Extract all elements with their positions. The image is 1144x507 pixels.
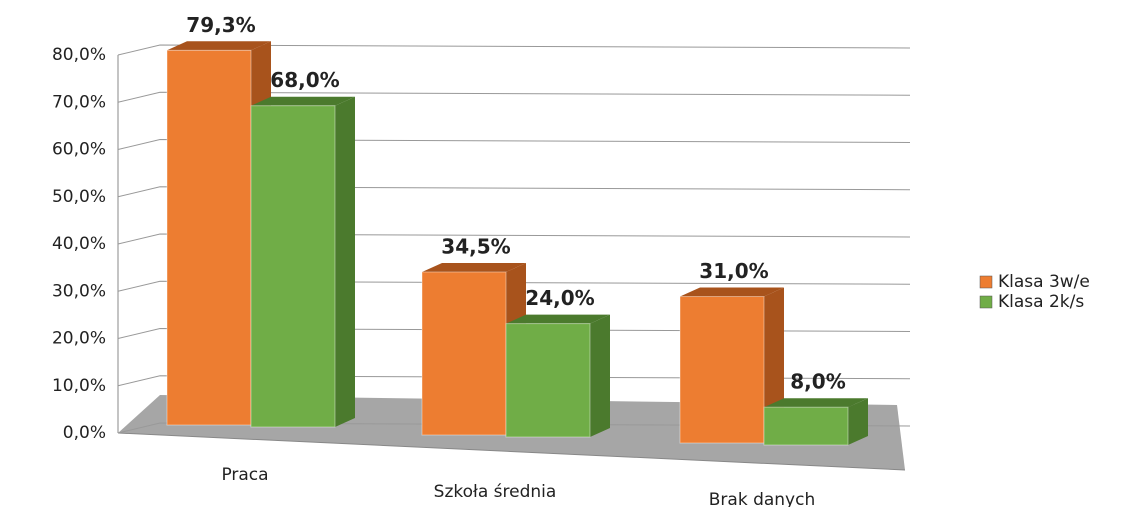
x-tick-label: Brak danych: [709, 490, 815, 507]
value-label: 24,0%: [525, 286, 594, 310]
bar: [250, 105, 336, 428]
legend-swatch: [979, 295, 993, 309]
y-tick-label: 30,0%: [52, 281, 106, 301]
grid-line: [117, 422, 911, 434]
grid-line: [117, 327, 911, 339]
legend-label: Klasa 3w/e: [998, 272, 1090, 292]
y-tick-label: 50,0%: [52, 187, 106, 207]
grid-line: [117, 138, 911, 150]
y-tick-label: 0,0%: [63, 423, 106, 443]
value-label: 8,0%: [790, 370, 845, 394]
bar-top: [167, 41, 271, 51]
bar-top: [680, 287, 784, 297]
value-label: 31,0%: [699, 259, 768, 283]
legend-label: Klasa 2k/s: [998, 292, 1084, 312]
y-tick-label: 20,0%: [52, 329, 106, 349]
y-tick-label: 80,0%: [52, 45, 106, 65]
bar: [505, 323, 591, 438]
grid-line: [117, 233, 911, 245]
y-tick-label: 40,0%: [52, 234, 106, 254]
y-tick-label: 60,0%: [52, 140, 106, 160]
bar: [679, 296, 765, 444]
value-label: 68,0%: [270, 68, 339, 92]
x-tick-label: Praca: [221, 465, 268, 485]
bar-top: [764, 398, 868, 408]
grid-line: [117, 91, 911, 103]
value-label: 34,5%: [441, 234, 510, 258]
bar-side: [335, 96, 355, 427]
bar-top: [251, 96, 355, 106]
bar: [421, 271, 507, 436]
grid-line: [117, 44, 911, 56]
x-axis: [117, 432, 906, 471]
grid-line: [117, 375, 911, 387]
bar-top: [422, 262, 526, 272]
legend-swatch: [979, 275, 993, 289]
y-tick-label: 10,0%: [52, 376, 106, 396]
bar-side: [848, 398, 868, 445]
grid-line: [117, 186, 911, 198]
bar-top: [506, 314, 610, 324]
y-tick-label: 70,0%: [52, 92, 106, 112]
bar-side: [590, 314, 610, 437]
grid-line: [117, 280, 911, 292]
value-label: 79,3%: [186, 13, 255, 37]
bar: [763, 406, 849, 446]
bar: [166, 49, 252, 426]
x-tick-label: Szkoła średnia: [434, 482, 557, 502]
